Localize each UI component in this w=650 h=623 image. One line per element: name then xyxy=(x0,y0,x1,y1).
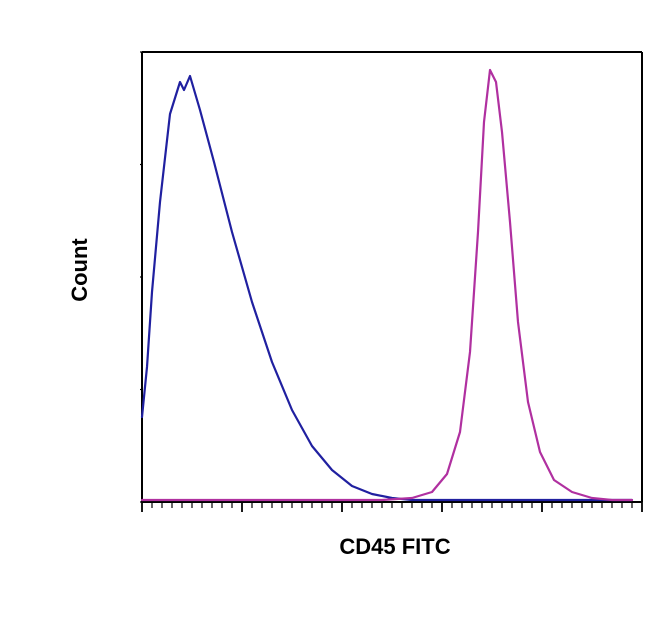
series-stained xyxy=(142,70,632,500)
y-axis-label: Count xyxy=(67,238,93,302)
flow-cytometry-histogram: Count CD45 FITC xyxy=(40,20,610,580)
series-control xyxy=(142,76,632,500)
histogram-plot xyxy=(140,50,650,530)
x-axis-label: CD45 FITC xyxy=(339,534,450,560)
